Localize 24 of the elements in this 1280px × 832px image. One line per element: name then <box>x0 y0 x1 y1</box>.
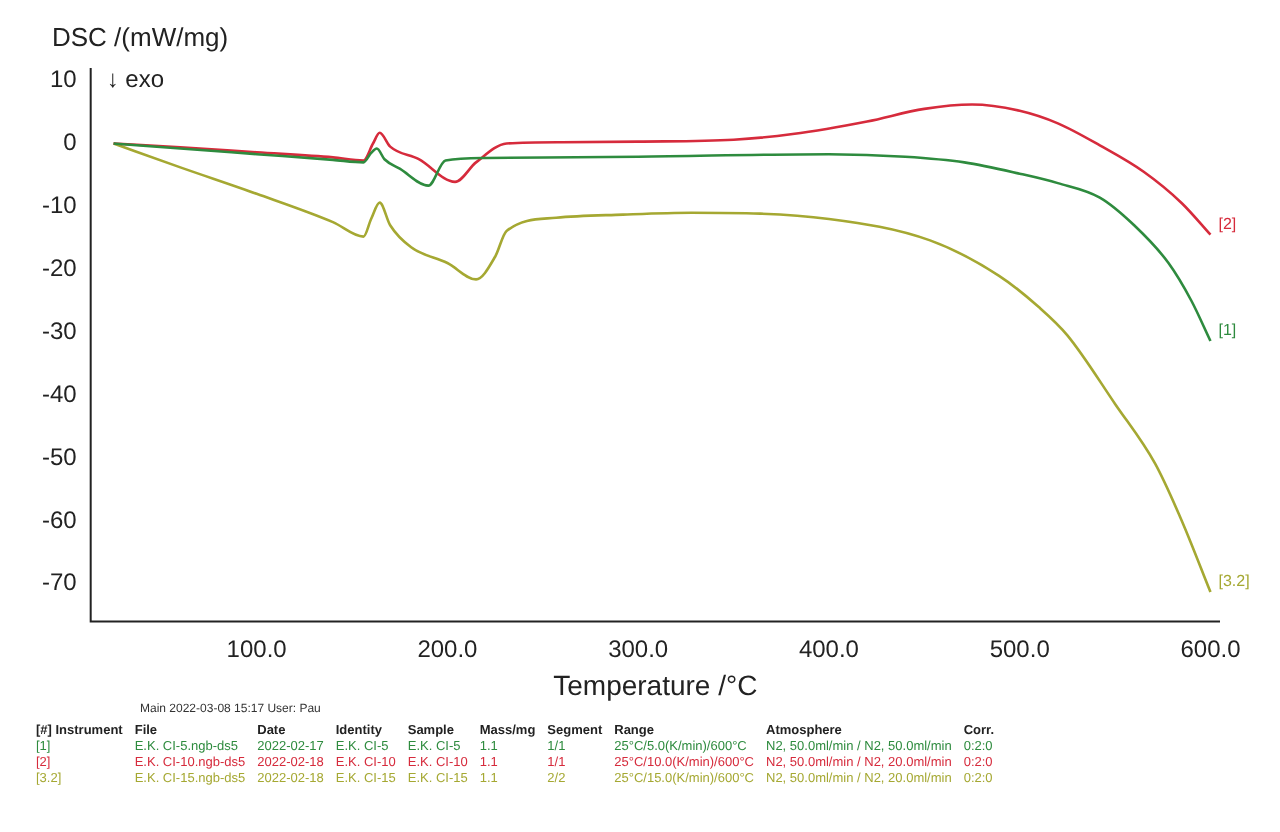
y-tick-label: 0 <box>63 128 78 157</box>
y-tick-label: -60 <box>42 505 78 534</box>
series-label: [2] <box>1218 215 1237 234</box>
y-tick-label: -20 <box>42 253 78 282</box>
line-series <box>112 142 1212 343</box>
y-tick-label: -30 <box>42 316 78 345</box>
series-label: [1] <box>1218 321 1237 340</box>
x-tick-label: 600.0 <box>1180 634 1242 663</box>
x-tick-label: 300.0 <box>608 634 669 663</box>
y-tick-label: -50 <box>42 442 78 471</box>
y-tick-label: 10 <box>49 65 78 94</box>
x-tick-label: 400.0 <box>798 634 860 663</box>
series-label: [3.2] <box>1218 572 1250 591</box>
y-tick-label: -70 <box>42 568 78 597</box>
x-tick-label: 100.0 <box>226 634 288 663</box>
x-tick-label: 200.0 <box>417 634 479 663</box>
x-axis-title: Temperature /°C <box>553 668 758 701</box>
y-tick-label: -10 <box>42 191 78 220</box>
y-tick-label: -40 <box>42 379 78 408</box>
x-tick-label: 500.0 <box>989 634 1051 663</box>
annotation: ↓ exo <box>106 65 165 94</box>
line-series <box>112 142 1212 594</box>
line-series <box>112 103 1212 237</box>
y-axis-title: DSC /(mW/mg) <box>52 22 229 53</box>
